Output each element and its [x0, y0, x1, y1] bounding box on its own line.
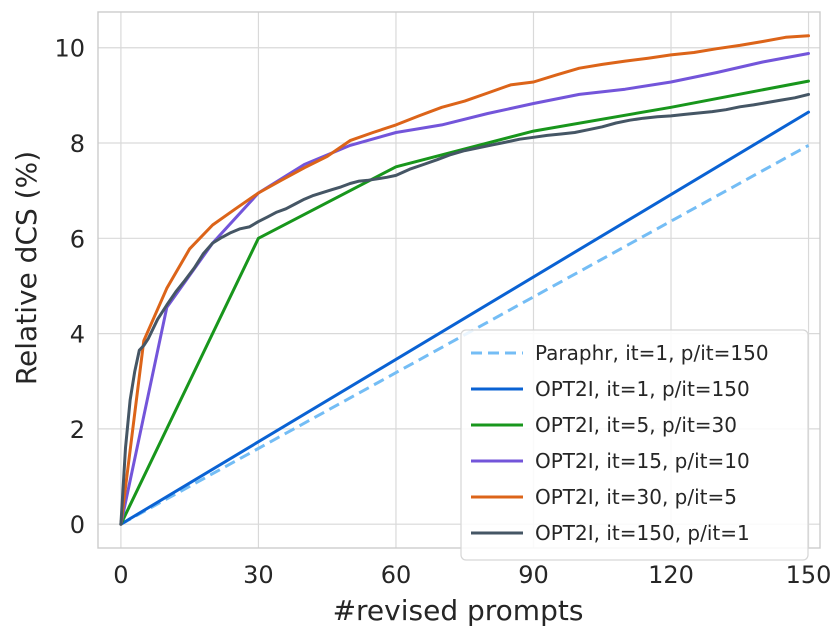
y-axis-label: Relative dCS (%)	[10, 151, 43, 385]
y-tick-label: 6	[70, 225, 85, 253]
series-line-5	[119, 34, 810, 526]
x-tick-label: 30	[243, 561, 274, 589]
legend-label-5: OPT2I, it=30, p/it=5	[535, 485, 737, 509]
legend-label-2: OPT2I, it=1, p/it=150	[535, 377, 750, 401]
plot-border	[97, 11, 821, 549]
y-tick-label: 4	[70, 321, 85, 349]
x-tick-label: 150	[786, 561, 830, 589]
series-line-4	[119, 52, 810, 526]
y-tick-label: 8	[70, 130, 85, 158]
x-tick-label: 120	[648, 561, 694, 589]
x-tick-label: 60	[381, 561, 412, 589]
x-tick-label: 90	[518, 561, 549, 589]
series-line-2	[119, 110, 810, 526]
legend-label-4: OPT2I, it=15, p/it=10	[535, 449, 750, 473]
x-tick-label: 0	[113, 561, 128, 589]
series-line-3	[119, 79, 810, 526]
legend-box	[460, 329, 809, 561]
x-axis-label: #revised prompts	[333, 594, 584, 627]
y-tick-label: 10	[54, 35, 85, 63]
series-line-6	[119, 92, 810, 526]
legend-label-1: Paraphr, it=1, p/it=150	[535, 341, 769, 365]
y-tick-label: 0	[70, 511, 85, 539]
legend-label-3: OPT2I, it=5, p/it=30	[535, 413, 737, 437]
legend: Paraphr, it=1, p/it=150 OPT2I, it=1, p/it…	[460, 329, 809, 561]
legend-label-6: OPT2I, it=150, p/it=1	[535, 521, 750, 545]
y-tick-label: 2	[70, 416, 85, 444]
